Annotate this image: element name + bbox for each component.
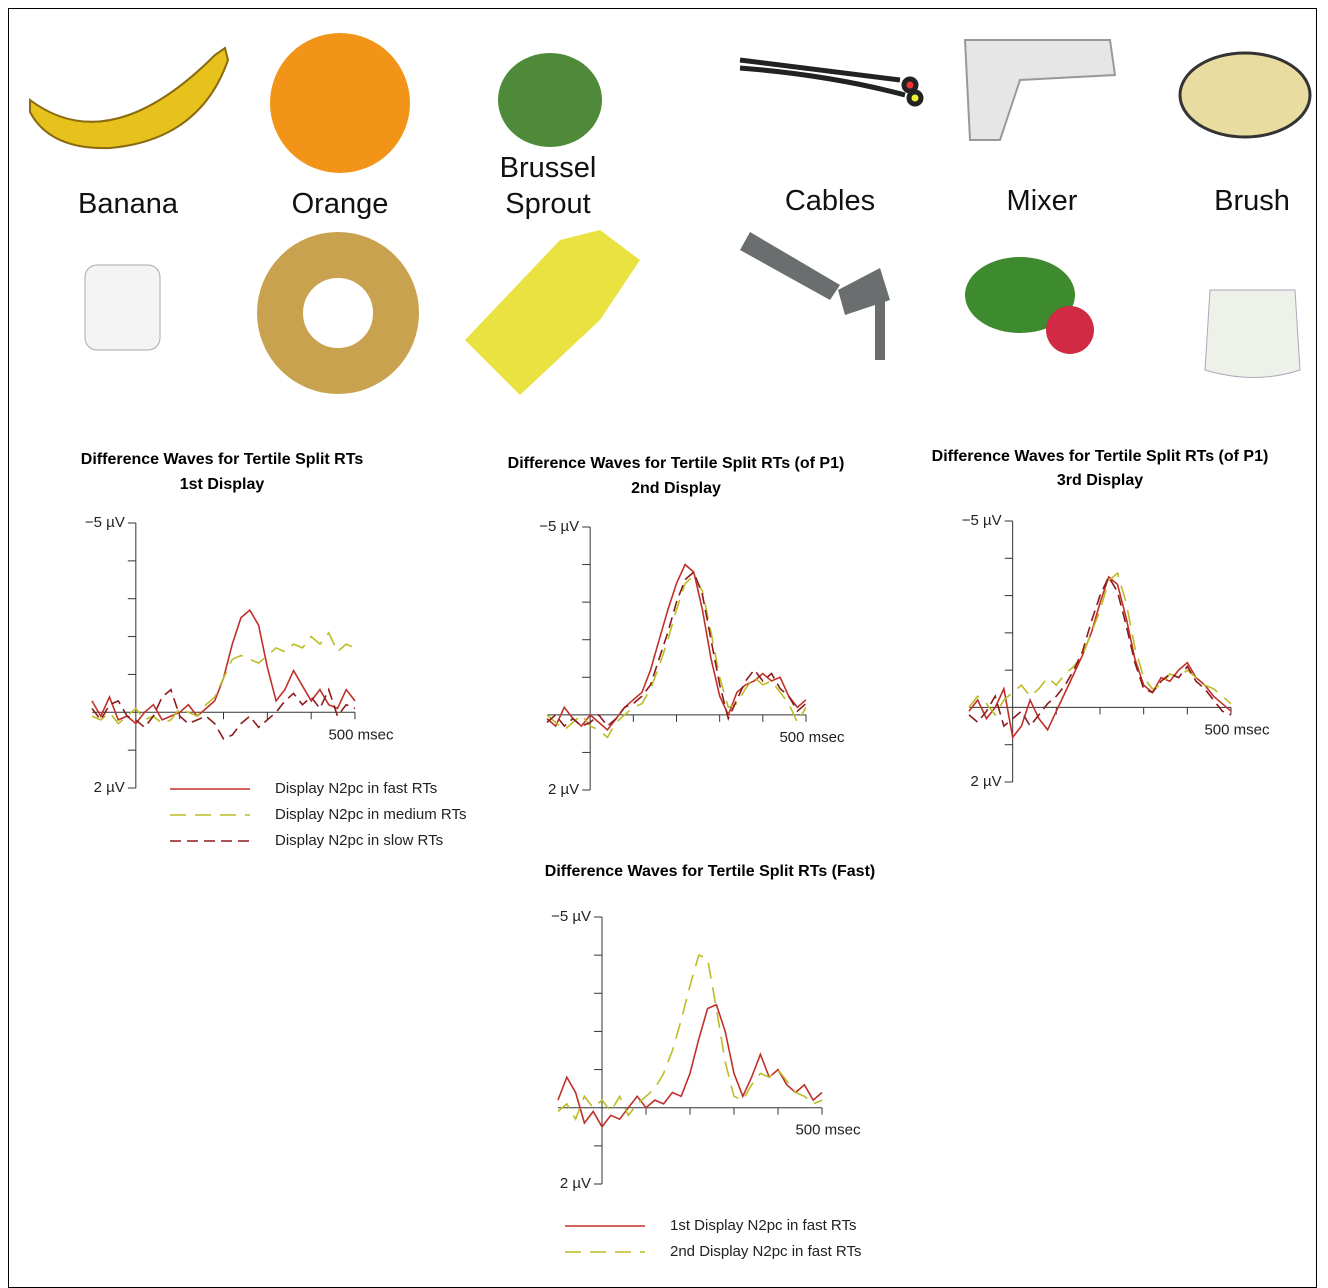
y-tick-label: −5 µV (85, 514, 125, 531)
wave-line (546, 574, 807, 739)
legend-label: Display N2pc in fast RTs (275, 780, 437, 797)
bagel-icon (257, 232, 419, 394)
x-tick-label: 500 msec (328, 726, 394, 743)
wave-line (91, 631, 356, 725)
chart-subtitle: 3rd Display (1057, 472, 1143, 489)
legend-label: Display N2pc in slow RTs (275, 832, 443, 849)
cables-icon (739, 57, 924, 107)
wave-line (557, 1003, 823, 1129)
orange-icon (270, 33, 410, 173)
stimulus-label: Banana (78, 188, 178, 220)
legend-label: 1st Display N2pc in fast RTs (670, 1217, 856, 1234)
mixer-icon (963, 39, 1117, 141)
y-tick-label: −5 µV (962, 512, 1002, 529)
legend-label: 2nd Display N2pc in fast RTs (670, 1243, 861, 1260)
dispenser-icon (1204, 289, 1301, 378)
stimulus-images (29, 33, 1312, 395)
legend-label: Display N2pc in medium RTs (275, 806, 466, 823)
y-tick-label: 2 µV (548, 781, 579, 798)
y-tick-label: 2 µV (94, 779, 125, 796)
chart-title: Difference Waves for Tertile Split RTs (81, 451, 364, 468)
chart-subtitle: 1st Display (180, 476, 265, 493)
chart-title: Difference Waves for Tertile Split RTs (… (932, 448, 1269, 465)
wave-line (557, 953, 823, 1122)
stimulus-label: Mixer (1006, 185, 1078, 217)
dice-icon (84, 264, 161, 351)
brush-icon (1178, 51, 1312, 139)
wave-line (546, 563, 807, 732)
stimulus-label: Brush (1214, 185, 1290, 217)
glove-icon (465, 230, 640, 395)
stimulus-label: Orange (291, 188, 389, 220)
x-tick-label: 500 msec (1204, 721, 1270, 738)
wave-line (968, 575, 1232, 728)
y-tick-label: −5 µV (539, 518, 579, 535)
chart-title: Difference Waves for Tertile Split RTs (… (508, 455, 845, 472)
bench-icon (740, 232, 890, 360)
sprout-icon (498, 53, 602, 147)
banana-icon (29, 46, 230, 150)
chart-title: Difference Waves for Tertile Split RTs (… (545, 863, 875, 880)
chart-subtitle: 2nd Display (631, 480, 721, 497)
y-tick-label: 2 µV (970, 773, 1001, 790)
wave-line (91, 687, 356, 740)
x-tick-label: 500 msec (795, 1122, 861, 1139)
radish-icon (965, 257, 1094, 354)
wave-line (91, 608, 356, 725)
stimulus-label: Brussel Sprout (499, 152, 597, 220)
wave-line (968, 575, 1232, 740)
wave-line (546, 570, 807, 728)
y-tick-label: −5 µV (551, 908, 591, 925)
stimulus-label: Cables (784, 185, 876, 217)
x-tick-label: 500 msec (779, 729, 845, 746)
wave-line (968, 571, 1232, 717)
y-tick-label: 2 µV (560, 1175, 591, 1192)
